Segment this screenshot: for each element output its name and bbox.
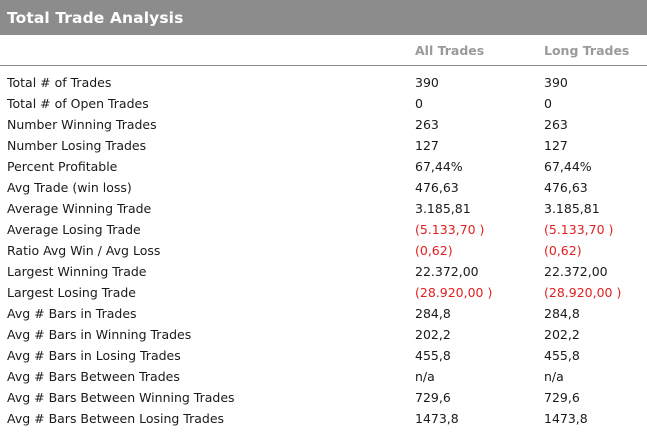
all-trades-value: 127 [415,138,439,153]
table-row: Avg Trade (win loss) 476,63 476,63 [0,177,647,198]
row-label: Largest Winning Trade [7,264,147,279]
table-row: Avg # Bars in Trades 284,8 284,8 [0,303,647,324]
row-label: Avg # Bars Between Trades [7,369,180,384]
long-trades-value: (5.133,70 ) [544,222,614,237]
long-trades-value: 3.185,81 [544,201,600,216]
all-trades-value: 455,8 [415,348,451,363]
row-label: Average Losing Trade [7,222,141,237]
row-label: Largest Losing Trade [7,285,136,300]
long-trades-value: (28.920,00 ) [544,285,622,300]
row-label: Avg # Bars in Winning Trades [7,327,192,342]
row-label: Avg # Bars in Trades [7,306,137,321]
long-trades-value: 390 [544,75,568,90]
long-trades-value: n/a [544,369,564,384]
all-trades-value: (28.920,00 ) [415,285,493,300]
table-row: Avg # Bars Between Winning Trades 729,6 72… [0,387,647,408]
all-trades-value: 22.372,00 [415,264,479,279]
long-trades-value: 22.372,00 [544,264,608,279]
table-row: Average Losing Trade (5.133,70 ) (5.133,70… [0,219,647,240]
long-trades-value: 284,8 [544,306,580,321]
long-trades-value: 0 [544,96,552,111]
all-trades-value: 390 [415,75,439,90]
row-label: Avg # Bars Between Winning Trades [7,390,235,405]
all-trades-value: (5.133,70 ) [415,222,485,237]
table-row: Avg # Bars Between Losing Trades 1473,8 14… [0,408,647,429]
table-row: Average Winning Trade 3.185,81 3.185,81 [0,198,647,219]
trade-stats-table: Total # of Trades 390 390 Total # of Open T… [0,72,647,429]
row-label: Percent Profitable [7,159,118,174]
table-row: Percent Profitable 67,44% 67,44% [0,156,647,177]
table-row: Total # of Open Trades 0 0 [0,93,647,114]
section-title-bar: Total Trade Analysis [0,0,647,35]
section-title: Total Trade Analysis [7,8,184,27]
all-trades-value: (0,62) [415,243,453,258]
long-trades-value: 67,44% [544,159,592,174]
table-row: Number Losing Trades 127 127 [0,135,647,156]
table-row: Total # of Trades 390 390 [0,72,647,93]
long-trades-value: 1473,8 [544,411,588,426]
row-label: Avg Trade (win loss) [7,180,132,195]
table-row: Number Winning Trades 263 263 [0,114,647,135]
row-label: Average Winning Trade [7,201,152,216]
all-trades-value: 3.185,81 [415,201,471,216]
row-label: Ratio Avg Win / Avg Loss [7,243,161,258]
all-trades-value: 476,63 [415,180,459,195]
table-row: Largest Losing Trade (28.920,00 ) (28.920,… [0,282,647,303]
long-trades-value: (0,62) [544,243,582,258]
all-trades-value: 263 [415,117,439,132]
row-label: Number Losing Trades [7,138,147,153]
long-trades-value: 729,6 [544,390,580,405]
column-header-all-trades: All Trades [415,43,485,58]
table-row: Ratio Avg Win / Avg Loss (0,62) (0,62) [0,240,647,261]
all-trades-value: 284,8 [415,306,451,321]
row-label: Avg # Bars in Losing Trades [7,348,181,363]
table-row: Avg # Bars in Winning Trades 202,2 202,2 [0,324,647,345]
row-label: Total # of Open Trades [7,96,149,111]
all-trades-value: 0 [415,96,423,111]
long-trades-value: 202,2 [544,327,580,342]
table-row: Avg # Bars Between Trades n/a n/a [0,366,647,387]
long-trades-value: 455,8 [544,348,580,363]
all-trades-value: 1473,8 [415,411,459,426]
row-label: Total # of Trades [7,75,112,90]
all-trades-value: 729,6 [415,390,451,405]
column-header-long-trades: Long Trades [544,43,630,58]
all-trades-value: n/a [415,369,435,384]
row-label: Avg # Bars Between Losing Trades [7,411,225,426]
all-trades-value: 67,44% [415,159,463,174]
all-trades-value: 202,2 [415,327,451,342]
long-trades-value: 263 [544,117,568,132]
table-row: Avg # Bars in Losing Trades 455,8 455,8 [0,345,647,366]
long-trades-value: 127 [544,138,568,153]
row-label: Number Winning Trades [7,117,157,132]
table-row: Largest Winning Trade 22.372,00 22.372,00 [0,261,647,282]
long-trades-value: 476,63 [544,180,588,195]
column-header-row: All Trades Long Trades [0,35,647,66]
